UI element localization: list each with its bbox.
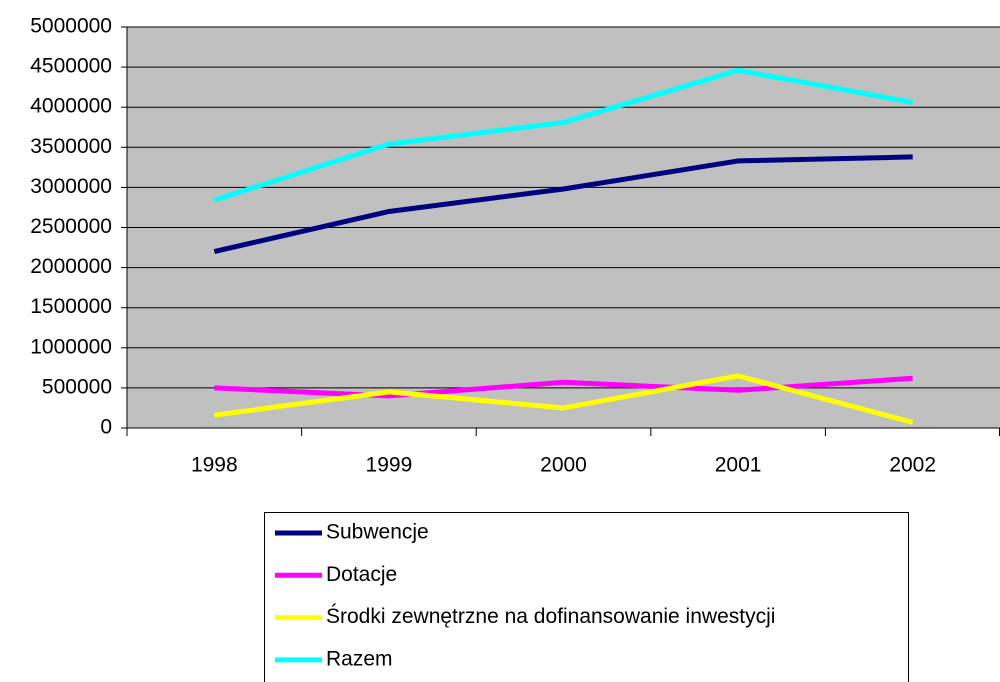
y-tick-label: 3500000 bbox=[30, 135, 112, 158]
y-tick-label: 4000000 bbox=[30, 95, 112, 118]
y-tick-label: 2500000 bbox=[30, 215, 112, 238]
legend-label: Subwencje bbox=[326, 521, 429, 544]
y-tick-label: 500000 bbox=[42, 375, 112, 398]
x-tick-label: 1998 bbox=[191, 454, 238, 477]
legend-label: Razem bbox=[326, 647, 393, 670]
series-line bbox=[214, 375, 913, 399]
y-tick-label: 0 bbox=[100, 416, 112, 439]
y-tick-label: 2000000 bbox=[30, 255, 112, 278]
y-tick-label: 5000000 bbox=[30, 15, 112, 38]
x-tick-label: 2002 bbox=[889, 454, 936, 477]
y-tick-label: 3000000 bbox=[30, 175, 112, 198]
series-line bbox=[213, 373, 914, 425]
series-line bbox=[213, 154, 913, 254]
legend-label: Dotacje bbox=[326, 563, 397, 586]
x-tick-label: 2001 bbox=[715, 454, 762, 477]
y-tick-label: 1000000 bbox=[30, 335, 112, 358]
series-line bbox=[213, 67, 914, 203]
x-tick-label: 2000 bbox=[540, 454, 587, 477]
legend-label: Środki zewnętrzne na dofinansowanie inwe… bbox=[326, 604, 775, 628]
y-tick-label: 1500000 bbox=[30, 295, 112, 318]
legend-box bbox=[264, 512, 909, 682]
y-tick-label: 4500000 bbox=[30, 55, 112, 78]
x-tick-label: 1999 bbox=[366, 454, 413, 477]
